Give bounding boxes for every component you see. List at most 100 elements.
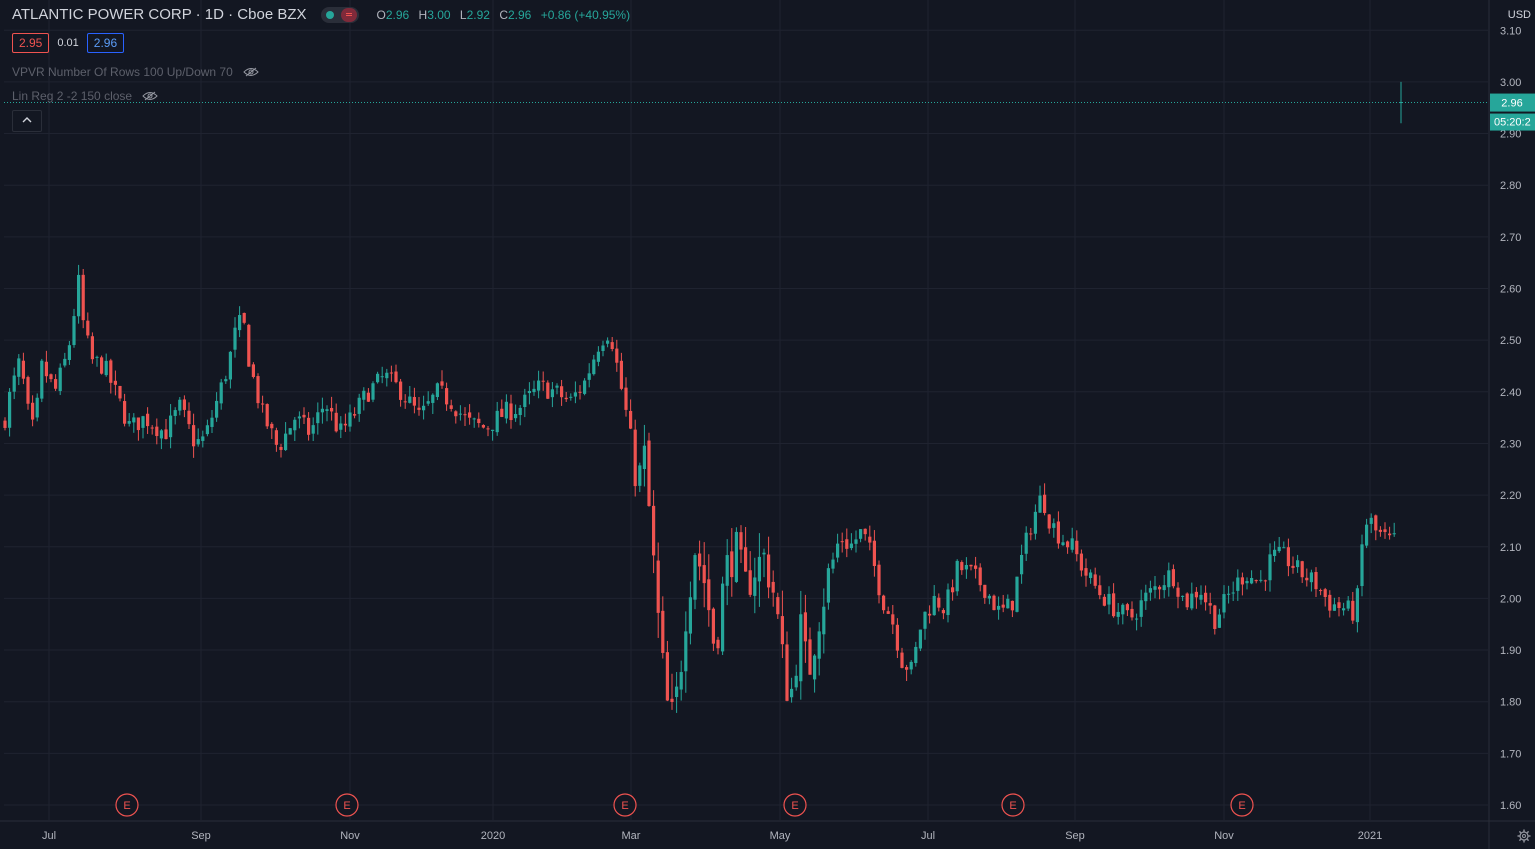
indicator-linreg[interactable]: Lin Reg 2 -2 150 close — [12, 89, 158, 103]
earnings-label: E — [1238, 800, 1245, 812]
candle — [1337, 596, 1341, 617]
candle — [362, 387, 366, 411]
earnings-label: E — [621, 800, 628, 812]
earnings-marker[interactable]: E — [613, 793, 637, 817]
candle — [1061, 534, 1065, 547]
earnings-marker[interactable]: E — [1230, 793, 1254, 817]
candle — [90, 332, 94, 364]
candle — [744, 527, 748, 572]
candle — [1383, 522, 1387, 539]
indicator-vpvr[interactable]: VPVR Number Of Rows 100 Up/Down 70 — [12, 65, 259, 79]
candle — [279, 443, 283, 458]
gear-icon[interactable] — [1517, 829, 1531, 843]
candle — [1033, 504, 1037, 540]
candle — [1010, 600, 1014, 618]
last-price-badge — [1490, 93, 1535, 112]
candle — [205, 419, 209, 437]
candle — [302, 407, 306, 425]
candle — [366, 388, 370, 402]
candle — [1231, 581, 1235, 602]
candle — [196, 428, 200, 447]
candle — [859, 529, 863, 543]
candle — [141, 415, 145, 439]
earnings-marker[interactable]: E — [783, 793, 807, 817]
candle — [1268, 543, 1272, 592]
candle — [661, 596, 665, 659]
close-value: 2.96 — [507, 7, 532, 22]
candle — [242, 312, 246, 325]
candle — [951, 579, 955, 601]
candle — [389, 365, 393, 382]
candle — [1047, 513, 1051, 534]
earnings-marker[interactable]: E — [1001, 793, 1025, 817]
earnings-marker[interactable]: E — [335, 793, 359, 817]
earnings-label: E — [791, 800, 798, 812]
candle — [868, 525, 872, 551]
candle — [679, 660, 683, 701]
candle — [1056, 511, 1060, 549]
y-tick-label: 2.10 — [1500, 542, 1521, 554]
candle — [1199, 585, 1203, 605]
candle — [817, 622, 821, 676]
y-tick-label: 1.90 — [1500, 645, 1521, 657]
candle — [247, 323, 251, 367]
candle — [872, 530, 876, 577]
candle — [136, 417, 140, 441]
eye-hidden-icon[interactable] — [243, 67, 259, 77]
candle — [1208, 592, 1212, 615]
candle — [81, 268, 85, 329]
candle — [813, 654, 817, 693]
market-status-pill[interactable] — [320, 6, 359, 23]
candle — [463, 407, 467, 426]
open-label: O — [376, 7, 386, 22]
candle — [1365, 518, 1369, 549]
candle — [624, 377, 628, 417]
candle — [730, 528, 734, 597]
change-value: +0.86 (+40.95%) — [540, 7, 631, 22]
candle — [1296, 554, 1300, 573]
candle — [987, 594, 991, 605]
candle — [343, 413, 347, 432]
candle — [698, 540, 702, 581]
earnings-marker[interactable]: E — [115, 793, 139, 817]
candle — [1185, 592, 1189, 610]
market-open-dot-icon — [325, 10, 334, 19]
candle — [1378, 526, 1382, 537]
candle — [67, 340, 71, 365]
candle — [573, 381, 577, 404]
bid-price-button[interactable]: 2.95 — [12, 33, 50, 53]
candle — [238, 306, 242, 338]
candle — [955, 559, 959, 596]
x-tick-label: Nov — [340, 830, 360, 842]
candle — [905, 664, 909, 682]
candle — [840, 532, 844, 553]
candle — [458, 405, 462, 421]
candle — [1181, 595, 1185, 601]
chevron-up-icon — [22, 117, 32, 123]
eye-hidden-icon[interactable] — [142, 91, 158, 101]
y-tick-label: 2.30 — [1500, 438, 1521, 450]
candle — [1006, 594, 1010, 609]
candle — [3, 417, 7, 431]
candle — [1286, 538, 1290, 577]
candle — [311, 417, 315, 442]
candle — [348, 404, 352, 432]
ask-price-button[interactable]: 2.96 — [86, 33, 125, 53]
candle — [918, 629, 922, 652]
collapse-indicators-button[interactable] — [12, 110, 42, 132]
candle — [1024, 526, 1028, 561]
candle — [233, 317, 237, 358]
candle — [1254, 579, 1258, 584]
candle — [376, 371, 380, 384]
candle — [1314, 567, 1318, 598]
candle — [900, 647, 904, 669]
symbol-title[interactable]: ATLANTIC POWER CORP · 1D · Cboe BZX — [12, 6, 307, 23]
currency-label[interactable]: USD — [1505, 9, 1533, 21]
candle — [477, 412, 481, 428]
candle — [44, 350, 48, 383]
candle — [1020, 544, 1024, 584]
candle — [412, 387, 416, 414]
candle — [380, 366, 384, 384]
